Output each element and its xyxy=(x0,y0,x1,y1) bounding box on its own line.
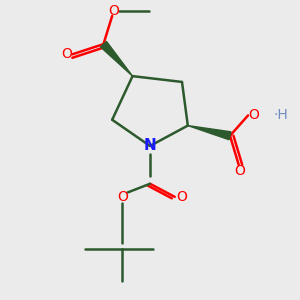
Text: O: O xyxy=(117,190,128,204)
Text: O: O xyxy=(108,4,119,18)
Text: O: O xyxy=(177,190,188,204)
Text: ·H: ·H xyxy=(274,108,288,122)
Polygon shape xyxy=(188,126,231,140)
Text: O: O xyxy=(62,47,73,61)
Text: O: O xyxy=(248,108,259,122)
Text: O: O xyxy=(235,164,246,178)
Text: N: N xyxy=(144,138,156,153)
Polygon shape xyxy=(100,41,133,76)
